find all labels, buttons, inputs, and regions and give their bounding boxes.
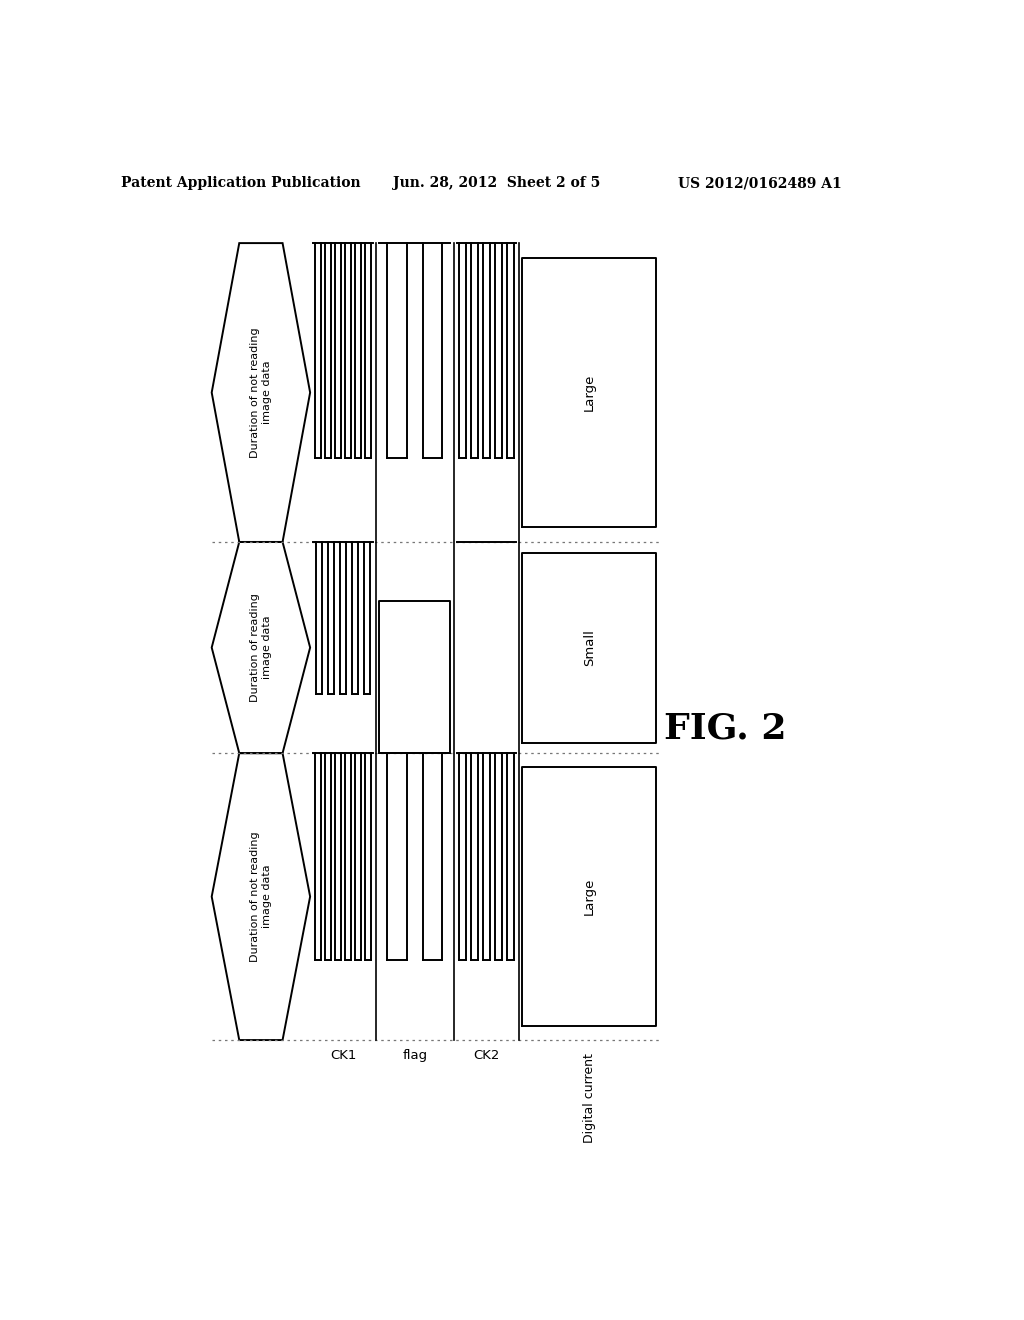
Text: Large: Large [583, 878, 596, 915]
Text: flag: flag [402, 1049, 427, 1063]
Text: FIG. 2: FIG. 2 [664, 711, 786, 746]
Text: Patent Application Publication: Patent Application Publication [121, 176, 360, 190]
Text: Small: Small [583, 630, 596, 667]
Text: CK2: CK2 [473, 1049, 500, 1063]
Text: Duration of not reading
image data: Duration of not reading image data [250, 832, 272, 962]
Text: Jun. 28, 2012  Sheet 2 of 5: Jun. 28, 2012 Sheet 2 of 5 [392, 176, 600, 190]
Text: CK1: CK1 [330, 1049, 356, 1063]
Text: Large: Large [583, 374, 596, 412]
Text: Digital current: Digital current [583, 1053, 596, 1143]
Text: US 2012/0162489 A1: US 2012/0162489 A1 [678, 176, 842, 190]
Text: Duration of reading
image data: Duration of reading image data [250, 593, 272, 702]
Text: Duration of not reading
image data: Duration of not reading image data [250, 327, 272, 458]
